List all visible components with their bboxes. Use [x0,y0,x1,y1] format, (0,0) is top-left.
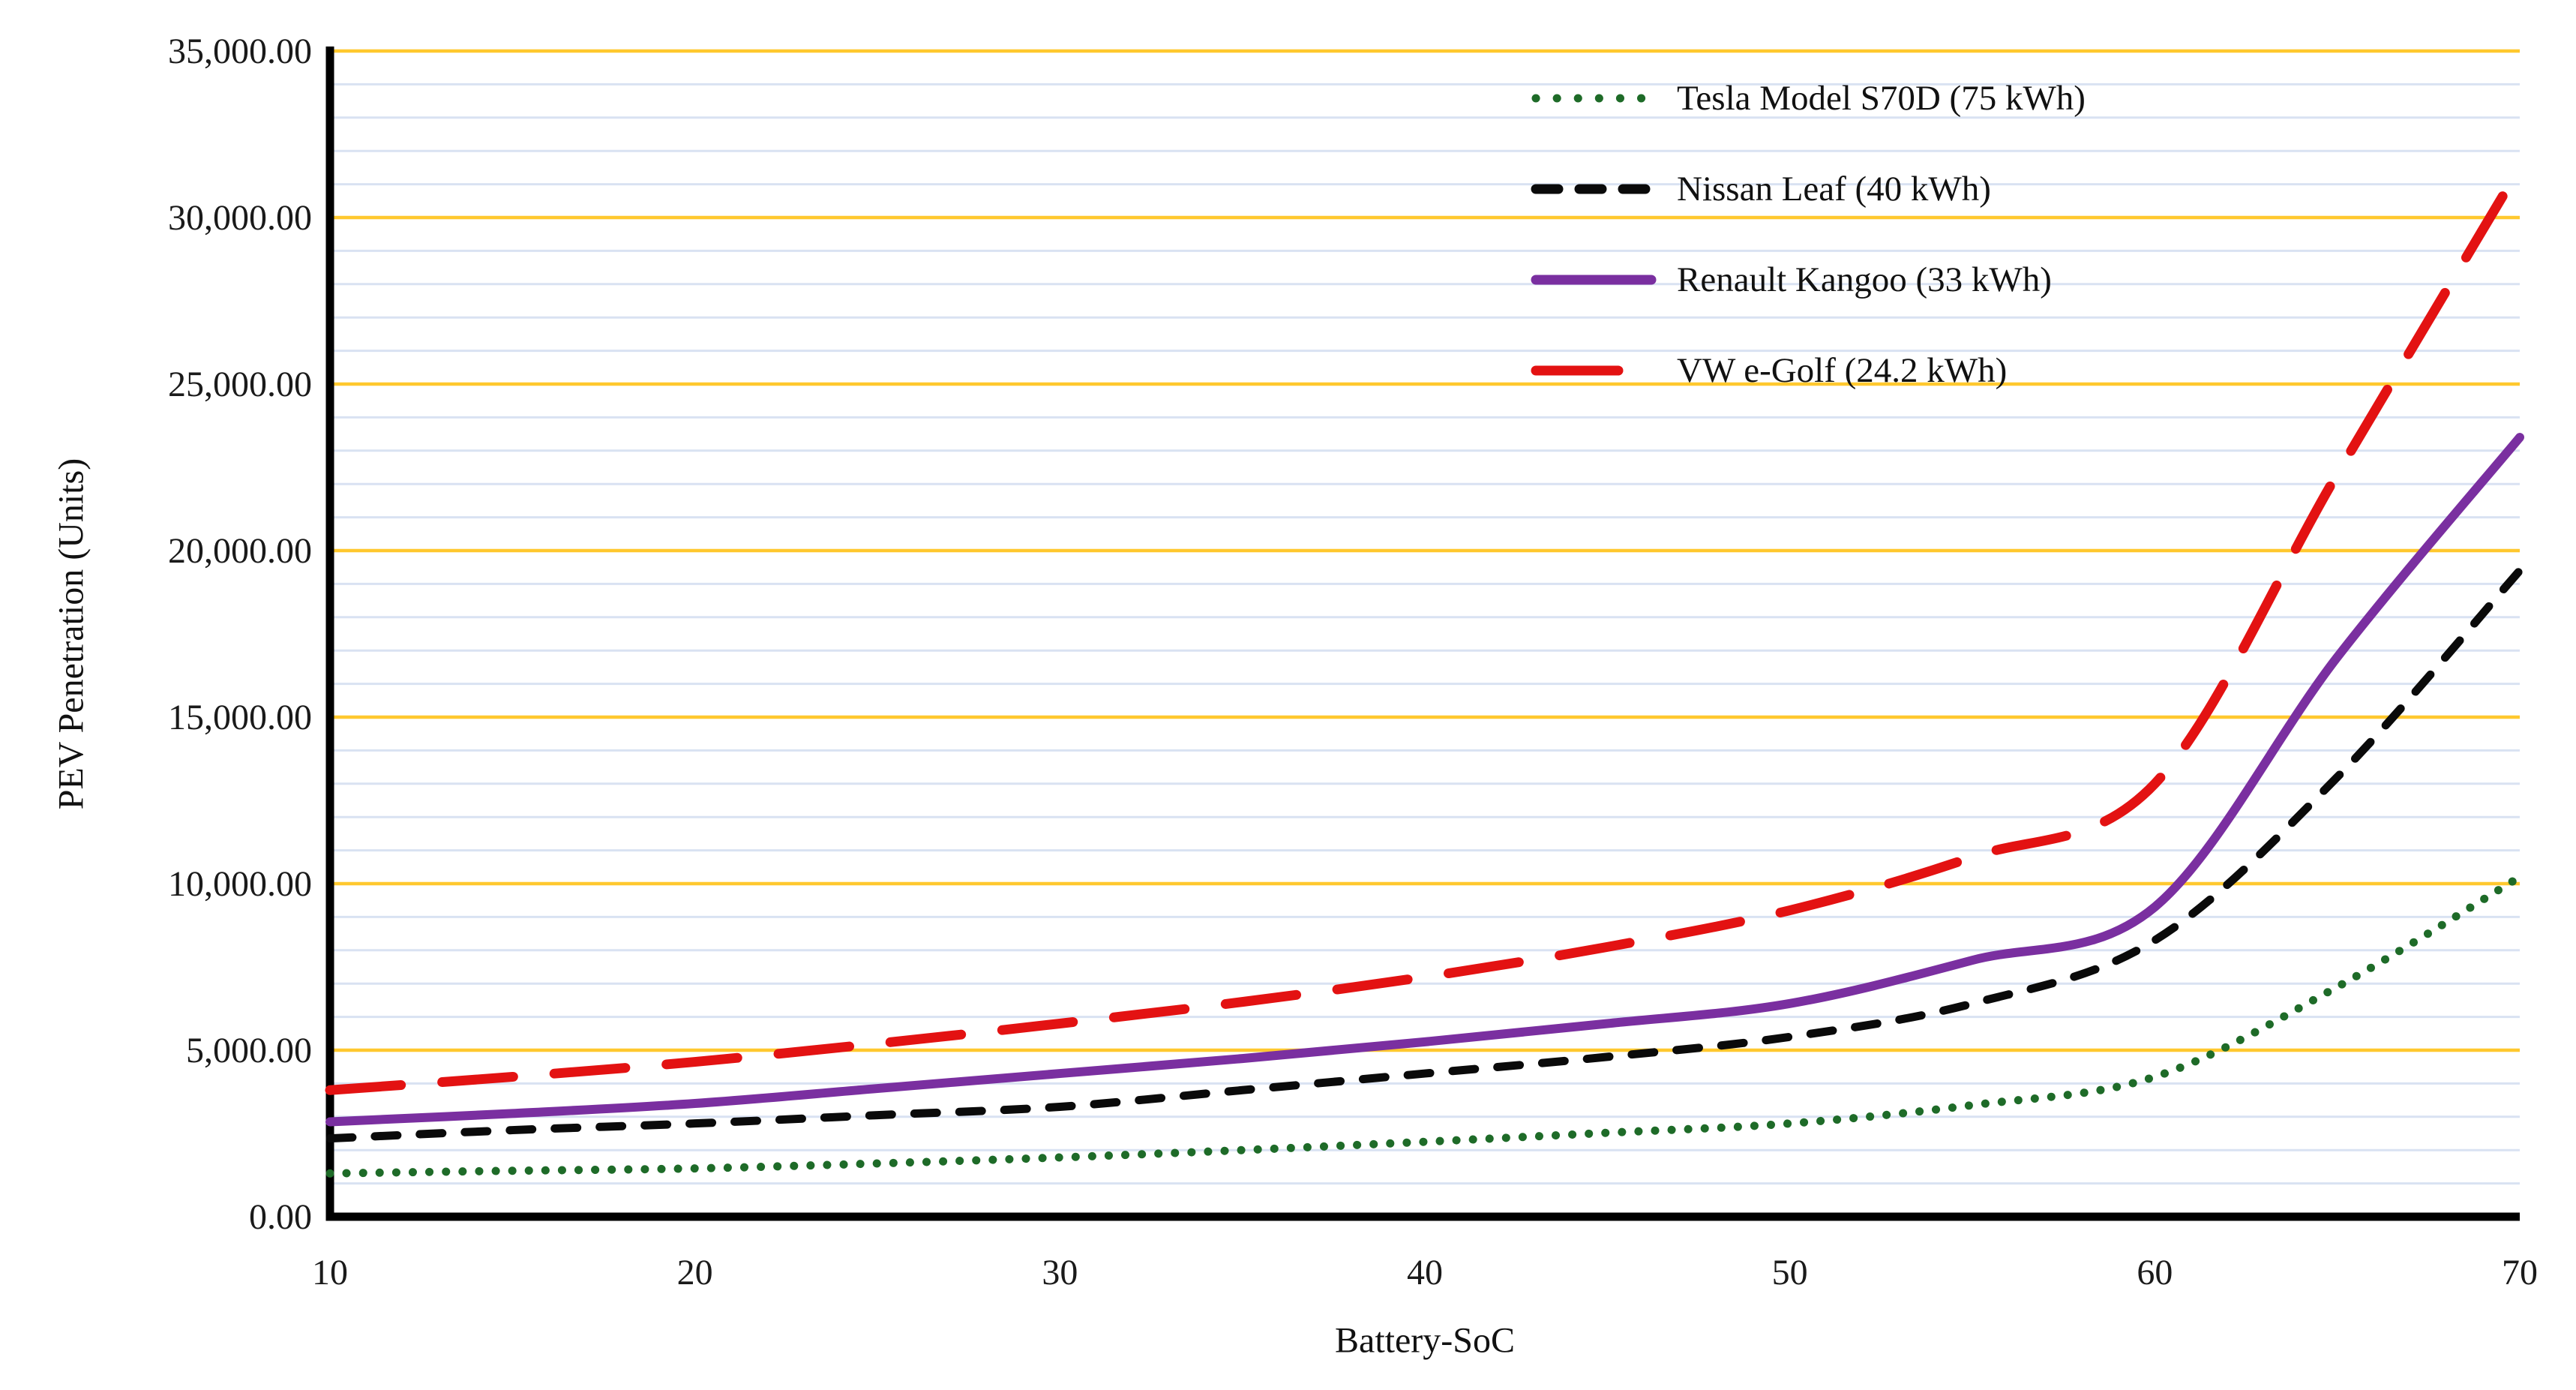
y-tick-label: 15,000.00 [168,698,312,737]
y-tick-label: 30,000.00 [168,198,312,238]
legend-label: Tesla Model S70D (75 kWh) [1677,78,2086,118]
legend-sample-long-dash-line [1531,365,1657,375]
y-tick-label: 5,000.00 [186,1031,312,1070]
legend-item-tesla: Tesla Model S70D (75 kWh) [1530,53,2086,143]
series-line-nissan-leaf-40-kwh [325,566,2524,1143]
x-axis-title: Battery-SoC [1335,1320,1515,1361]
x-tick-label: 60 [2137,1253,2173,1292]
legend-label: VW e-Golf (24.2 kWh) [1677,350,2008,390]
y-tick-label: 10,000.00 [168,864,312,904]
x-tick-label: 20 [677,1253,713,1292]
x-tick-label: 50 [1772,1253,1808,1292]
legend-item-nissan: Nissan Leaf (40 kWh) [1530,143,2086,234]
y-tick-label: 20,000.00 [168,531,312,571]
legend-sample-dotted-line [1531,94,1656,102]
legend: Tesla Model S70D (75 kWh) Nissan Leaf (4… [1530,53,2086,416]
x-tick-label: 40 [1407,1253,1443,1292]
y-tick-label: 35,000.00 [168,32,312,71]
series-line-vw-e-golf-24-2-kwh [325,162,2525,1095]
x-tick-label: 30 [1042,1253,1078,1292]
y-tick-label: 0.00 [249,1197,312,1237]
x-tick-label: 70 [2502,1253,2538,1292]
series-line-tesla-model-s70d-75-kwh [325,872,2524,1178]
y-axis-title: PEV Penetration (Units) [51,458,91,810]
legend-sample-solid-line [1531,275,1657,284]
legend-item-renault: Renault Kangoo (33 kWh) [1530,234,2086,325]
y-tick-label: 25,000.00 [168,365,312,404]
legend-item-vw: VW e-Golf (24.2 kWh) [1530,325,2086,416]
legend-label: Renault Kangoo (33 kWh) [1677,260,2052,299]
legend-label: Nissan Leaf (40 kWh) [1677,169,1991,209]
x-tick-label: 10 [312,1253,348,1292]
series-line-renault-kangoo-33-kwh [325,433,2524,1127]
legend-sample-dashed-line [1531,184,1657,194]
